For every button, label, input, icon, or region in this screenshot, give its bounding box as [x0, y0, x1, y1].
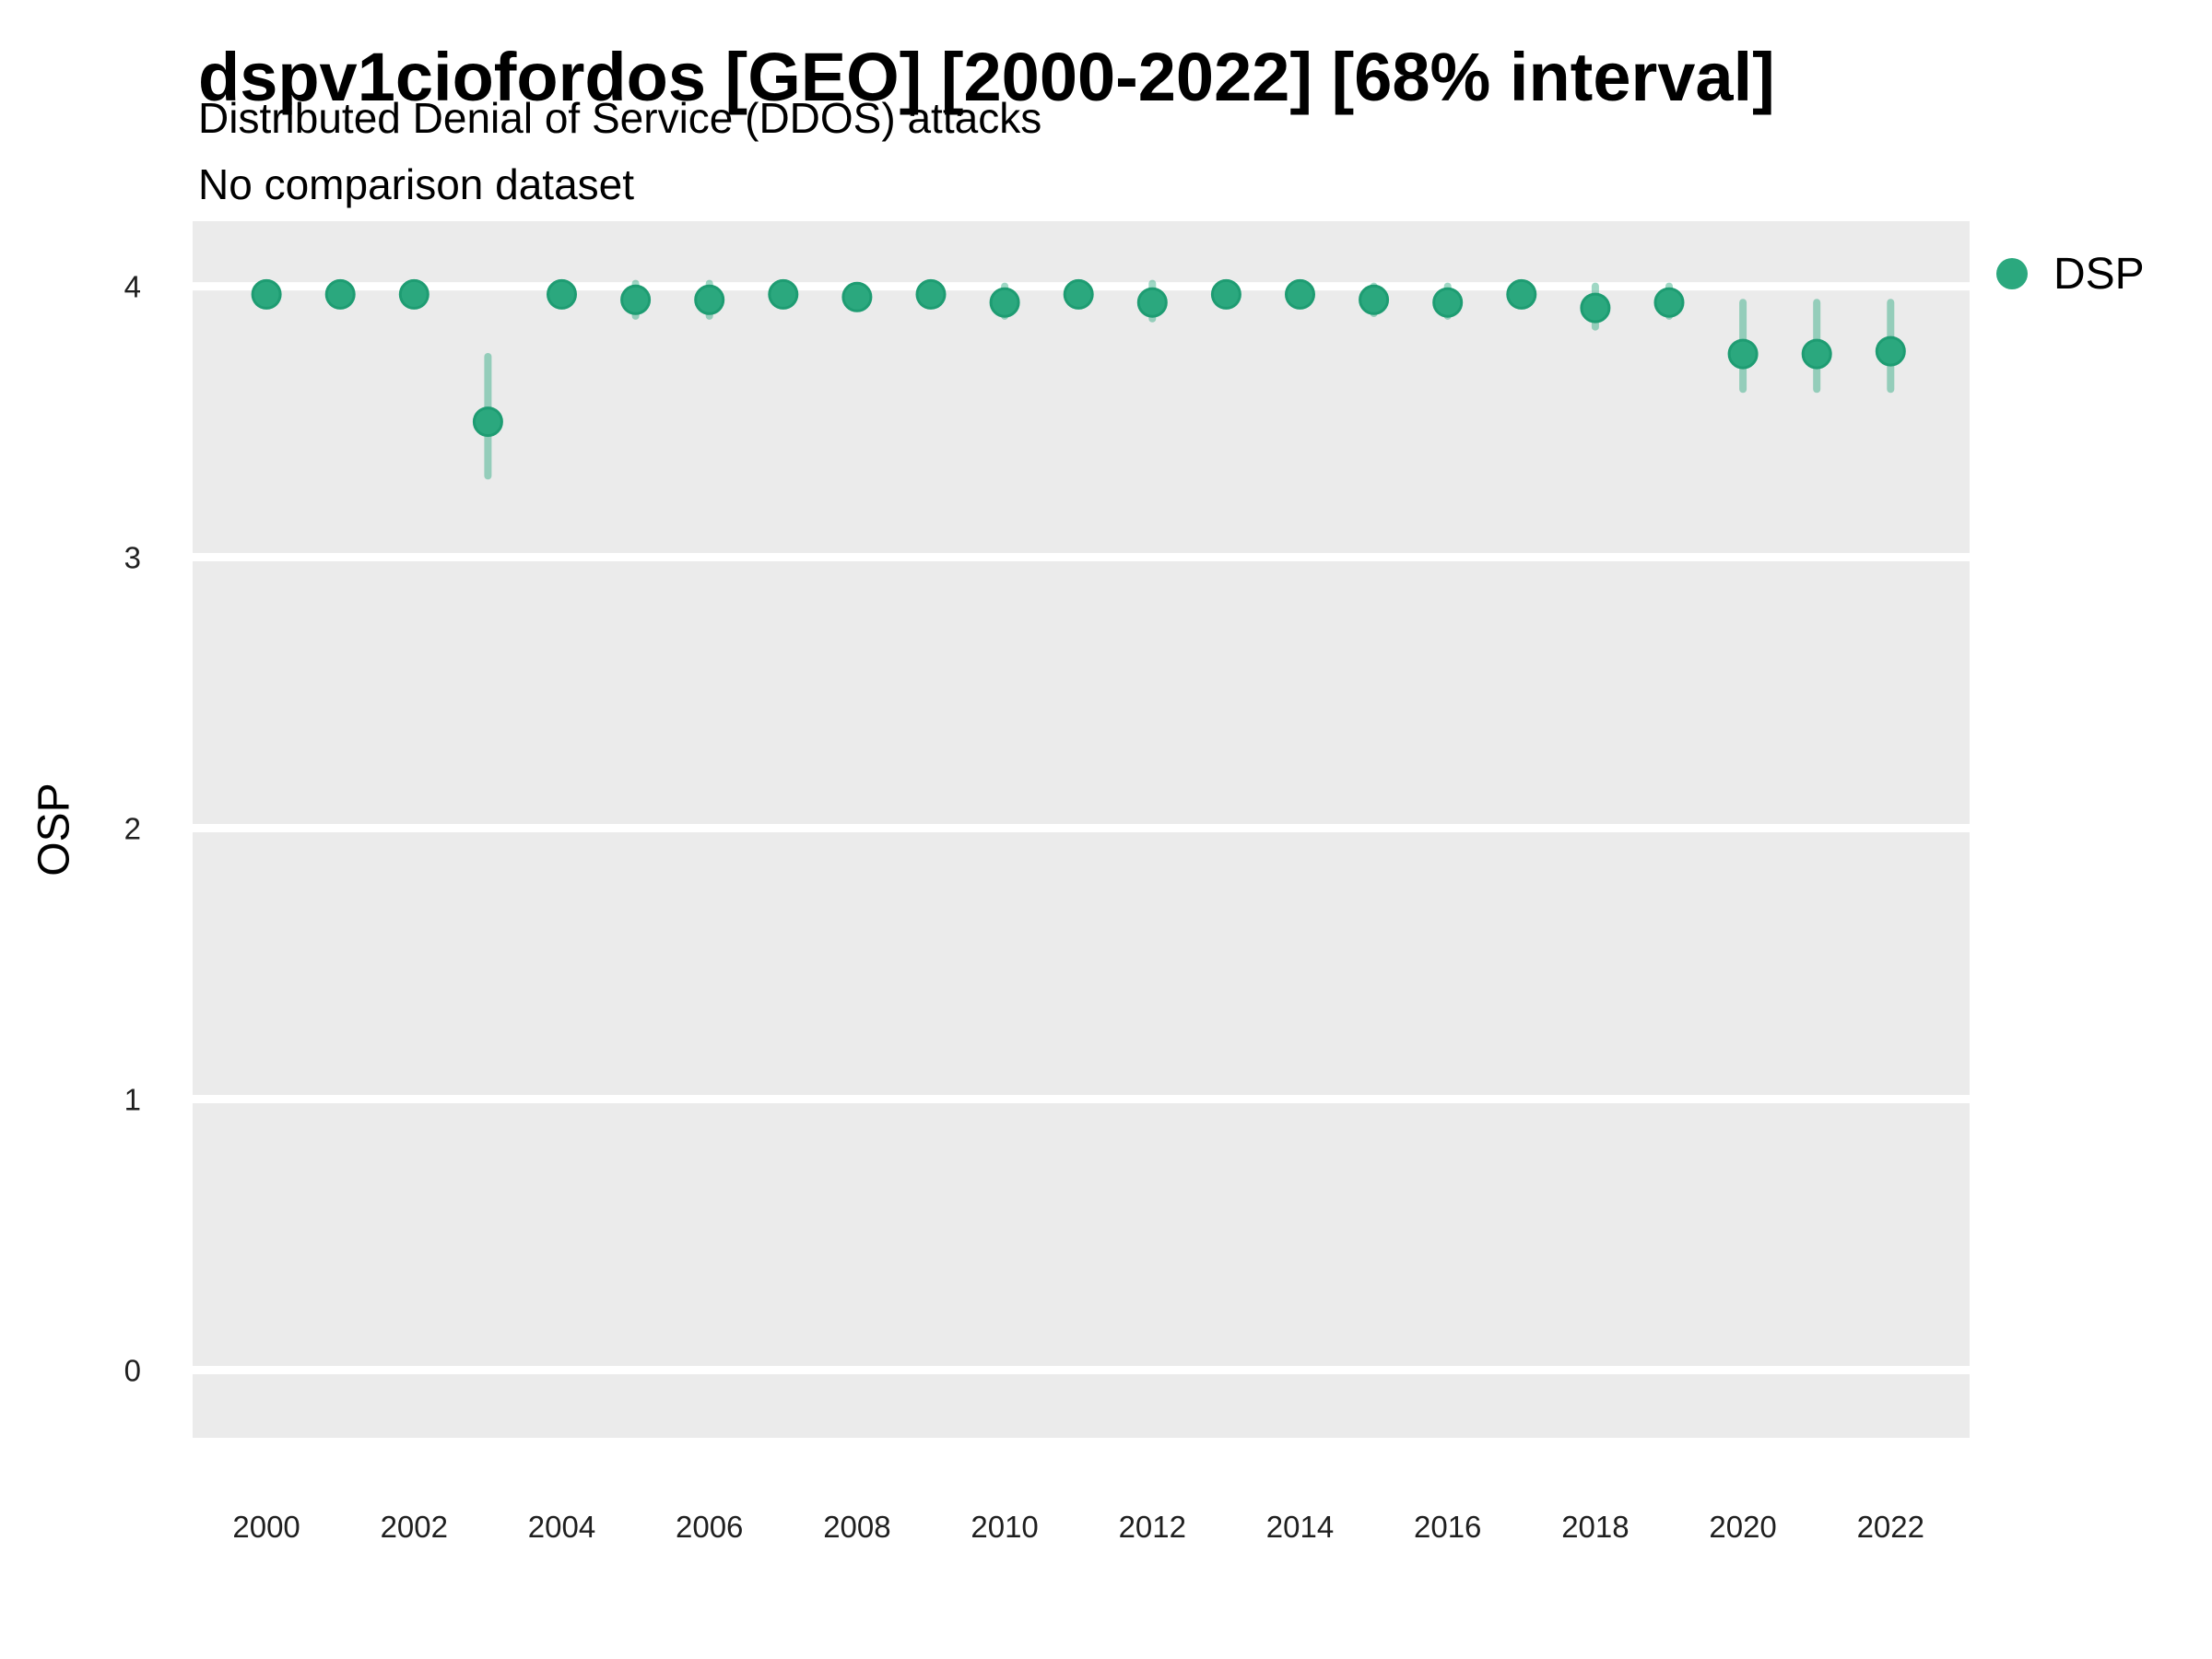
x-tick-label-2020: 2020 [1709, 1510, 1776, 1544]
data-point-2012 [1136, 287, 1168, 318]
data-point-2009 [915, 278, 947, 310]
y-tick-label-1: 1 [124, 1083, 141, 1117]
x-tick-label-2016: 2016 [1414, 1510, 1481, 1544]
legend: DSP [1996, 250, 2145, 299]
x-tick-label-2000: 2000 [232, 1510, 300, 1544]
x-tick-label-2004: 2004 [528, 1510, 595, 1544]
data-point-2007 [768, 278, 799, 310]
data-point-2015 [1359, 284, 1390, 315]
y-tick-label-2: 2 [124, 812, 141, 846]
data-point-2010 [989, 287, 1020, 318]
data-point-2020 [1727, 338, 1759, 370]
legend-label: DSP [2053, 249, 2145, 299]
data-point-2019 [1653, 287, 1685, 318]
data-point-2014 [1285, 278, 1315, 310]
chart-subtitle-line2: No comparison dataset [198, 160, 635, 208]
chart-subtitle-line1: Distributed Denial of Service (DDOS) att… [198, 94, 1042, 142]
data-point-2001 [324, 278, 356, 310]
y-tick-label-0: 0 [124, 1354, 141, 1388]
data-point-2017 [1506, 278, 1537, 310]
data-point-2008 [841, 281, 873, 312]
data-point-2021 [1801, 338, 1832, 370]
data-point-2011 [1063, 278, 1094, 310]
y-tick-label-4: 4 [124, 270, 141, 304]
x-tick-label-2018: 2018 [1561, 1510, 1629, 1544]
x-tick-label-2022: 2022 [1857, 1510, 1924, 1544]
data-point-2003 [472, 406, 503, 438]
data-point-2018 [1580, 292, 1611, 324]
data-point-2000 [251, 278, 282, 310]
data-point-2006 [694, 284, 725, 315]
data-point-2005 [620, 284, 652, 315]
x-tick-label-2014: 2014 [1266, 1510, 1334, 1544]
x-tick-label-2008: 2008 [823, 1510, 890, 1544]
legend-point-swatch [1996, 258, 2028, 289]
x-tick-label-2006: 2006 [676, 1510, 743, 1544]
x-tick-label-2010: 2010 [971, 1510, 1038, 1544]
data-point-2022 [1875, 335, 1906, 367]
x-tick-label-2012: 2012 [1119, 1510, 1186, 1544]
y-tick-label-3: 3 [124, 541, 141, 575]
data-point-2004 [547, 278, 577, 310]
data-point-2013 [1210, 278, 1241, 310]
x-tick-label-2002: 2002 [381, 1510, 448, 1544]
chart-title: dspv1ciofordos [GEO] [2000-2022] [68% in… [198, 39, 1775, 115]
data-point-2016 [1432, 287, 1464, 318]
data-point-2002 [398, 278, 429, 310]
